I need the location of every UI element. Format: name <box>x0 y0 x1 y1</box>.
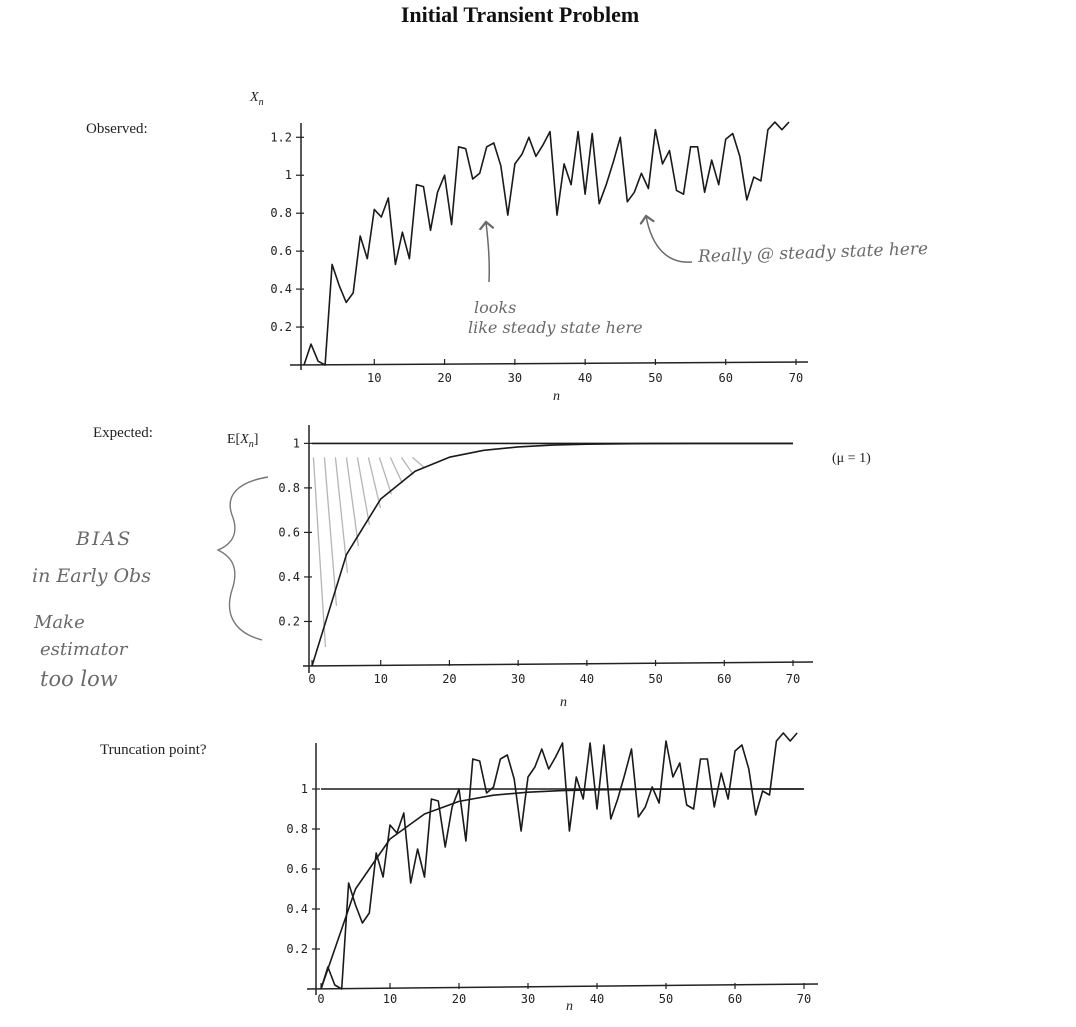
expected-x-tick-label: 20 <box>442 672 456 686</box>
bias-hatch-stroke <box>378 457 393 495</box>
bias-annotation-line4: estimator <box>40 639 128 660</box>
bias-hatch-stroke <box>367 457 382 509</box>
observed-x-tick-label: 10 <box>367 371 381 385</box>
observed-x-tick-label: 60 <box>718 371 732 385</box>
bias-annotation-line2: in Early Obs <box>32 565 151 587</box>
expected-x-tick-label: 30 <box>511 672 525 686</box>
truncation-y-tick-label: 0.8 <box>286 822 308 836</box>
expected-y-tick-label: 0.6 <box>278 525 300 539</box>
expected-y-tick-label: 0.2 <box>278 614 300 628</box>
truncation-series-line-2 <box>320 732 798 990</box>
looks-arrow <box>486 222 489 283</box>
expected-label: Expected: <box>93 425 153 441</box>
observed-x-axis <box>289 361 809 366</box>
expected-x-tick-label: 40 <box>580 672 594 686</box>
observed-y-tick-label: 1 <box>285 168 292 182</box>
observed-y-tick-label: 0.2 <box>270 320 292 334</box>
bias-hatch-stroke <box>345 457 360 547</box>
observed-y-tick-label: 1.2 <box>270 130 292 144</box>
bias-annotation-line3: Make <box>34 612 85 633</box>
truncation-y-tick-label: 0.2 <box>286 942 308 956</box>
bias-annotation-line5: too low <box>40 667 118 691</box>
observed-x-tick-label: 20 <box>437 371 451 385</box>
bias-hatch-stroke <box>312 457 327 648</box>
expected-y-axis-label: E[Xn] <box>227 432 258 450</box>
observed-y-tick-label: 0.8 <box>270 206 292 220</box>
truncation-series-line-1 <box>320 788 804 990</box>
expected-y-tick-label: 0.4 <box>278 570 300 584</box>
truncation-y-tick-label: 0.4 <box>286 902 308 916</box>
really-arrow <box>646 216 693 263</box>
bias-hatch-stroke <box>323 457 338 606</box>
truncation-y-tick-label: 1 <box>301 782 308 796</box>
observed-y-tick-label: 0.4 <box>270 282 292 296</box>
observed-y-tick-label: 0.6 <box>270 244 292 258</box>
mu-annotation: (μ = 1) <box>832 451 871 466</box>
truncation-x-axis <box>306 983 819 990</box>
bias-hatch-stroke <box>334 457 349 573</box>
expected-series-line-1 <box>311 442 793 667</box>
truncation-y-tick-label: 0.6 <box>286 862 308 876</box>
truncation-x-tick-label: 20 <box>452 992 466 1006</box>
truncation-x-axis-label: n <box>566 999 573 1014</box>
truncation-x-tick-label: 50 <box>659 992 673 1006</box>
expected-x-tick-label: 0 <box>308 672 315 686</box>
observed-series-line-0 <box>303 121 790 366</box>
observed-chart: 0.2 0.4 0.6 0.8 1 1.2 10 20 30 40 50 60 70 Xn n <box>249 90 809 404</box>
expected-x-axis-label: n <box>560 695 567 710</box>
expected-x-tick-label: 10 <box>373 672 387 686</box>
page-title: Initial Transient Problem <box>400 2 640 27</box>
observed-x-tick-label: 30 <box>508 371 522 385</box>
looks-annotation-line1: looks <box>474 298 517 317</box>
observed-x-tick-label: 70 <box>789 371 803 385</box>
expected-x-tick-label: 50 <box>648 672 662 686</box>
observed-x-tick-label: 40 <box>578 371 592 385</box>
expected-x-tick-label: 70 <box>786 672 800 686</box>
truncation-x-tick-label: 60 <box>728 992 742 1006</box>
bias-hatch-stroke <box>400 456 414 475</box>
truncation-x-tick-label: 0 <box>317 992 324 1006</box>
truncation-x-tick-label: 10 <box>383 992 397 1006</box>
observed-label: Observed: <box>86 121 148 137</box>
truncation-x-tick-label: 30 <box>521 992 535 1006</box>
expected-y-tick-label: 0.8 <box>278 481 300 495</box>
expected-x-axis <box>302 661 814 667</box>
observed-x-tick-label: 50 <box>648 371 662 385</box>
bias-hatch-stroke <box>356 457 371 526</box>
truncation-x-tick-label: 70 <box>797 992 811 1006</box>
observed-x-axis-label: n <box>553 389 560 404</box>
bias-hatch-stroke <box>411 456 425 469</box>
truncation-label: Truncation point? <box>100 742 207 758</box>
truncation-x-tick-label: 40 <box>590 992 604 1006</box>
observed-y-axis-label: Xn <box>249 90 264 108</box>
expected-chart: 0.20.40.60.810 10 20 30 40 50 60 70 E[Xn] n (μ … <box>216 425 871 710</box>
bias-annotation-line1: BIAS <box>76 528 133 550</box>
bias-hatch-stroke <box>389 457 403 484</box>
expected-x-tick-label: 60 <box>717 672 731 686</box>
bias-brace <box>216 476 269 641</box>
bias-hatching <box>312 456 425 648</box>
truncation-chart: 0.20.40.60.810 10 20 30 40 50 60 70 n <box>286 732 819 1014</box>
expected-y-tick-label: 1 <box>293 436 300 450</box>
looks-annotation-line2: like steady state here <box>468 318 643 337</box>
